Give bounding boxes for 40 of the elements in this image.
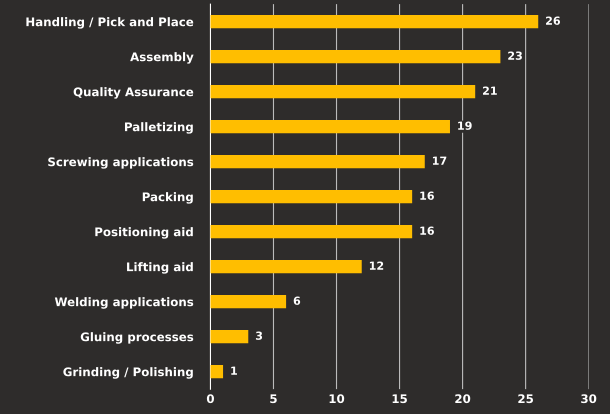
y-tick-label: Packing <box>142 192 193 204</box>
x-tick-label: 0 <box>206 394 214 404</box>
y-tick-label: Palletizing <box>124 122 193 134</box>
x-tick-label: 15 <box>392 394 407 404</box>
y-tick-label: Gluing processes <box>80 332 194 344</box>
bar <box>210 155 425 168</box>
data-label: 6 <box>294 296 300 305</box>
bar <box>210 14 538 28</box>
y-tick-label: Lifting aid <box>127 262 193 274</box>
y-tick-label: Screwing applications <box>48 157 194 169</box>
y-tick-label: Quality Assurance <box>74 87 194 99</box>
x-tick-label: 30 <box>581 394 596 404</box>
x-tick-label: 25 <box>518 394 534 404</box>
data-label: 21 <box>483 86 497 95</box>
data-label: 16 <box>420 191 434 200</box>
data-label: 26 <box>546 16 560 25</box>
data-label: 17 <box>432 156 446 165</box>
bar <box>210 225 412 238</box>
data-label: 23 <box>508 51 522 60</box>
data-label: 19 <box>458 121 472 130</box>
y-tick-label: Grinding / Polishing <box>63 367 193 379</box>
bar <box>210 295 286 308</box>
x-tick-label: 20 <box>455 394 470 404</box>
x-tick-label: 10 <box>330 394 344 404</box>
data-label: 3 <box>256 331 262 340</box>
bar <box>210 50 500 64</box>
bar <box>210 120 450 134</box>
bar <box>210 260 362 274</box>
bar <box>210 190 412 204</box>
data-label: 1 <box>231 366 237 375</box>
y-tick-label: Handling / Pick and Place <box>26 17 194 29</box>
bar <box>210 330 248 344</box>
bar <box>210 365 224 378</box>
y-tick-label: Welding applications <box>54 297 194 309</box>
data-label: 16 <box>420 226 434 235</box>
data-label: 12 <box>370 261 384 270</box>
bar <box>210 84 476 98</box>
y-tick-label: Positioning aid <box>95 227 193 239</box>
y-tick-label: Assembly <box>130 52 194 64</box>
x-tick-label: 5 <box>270 394 277 404</box>
